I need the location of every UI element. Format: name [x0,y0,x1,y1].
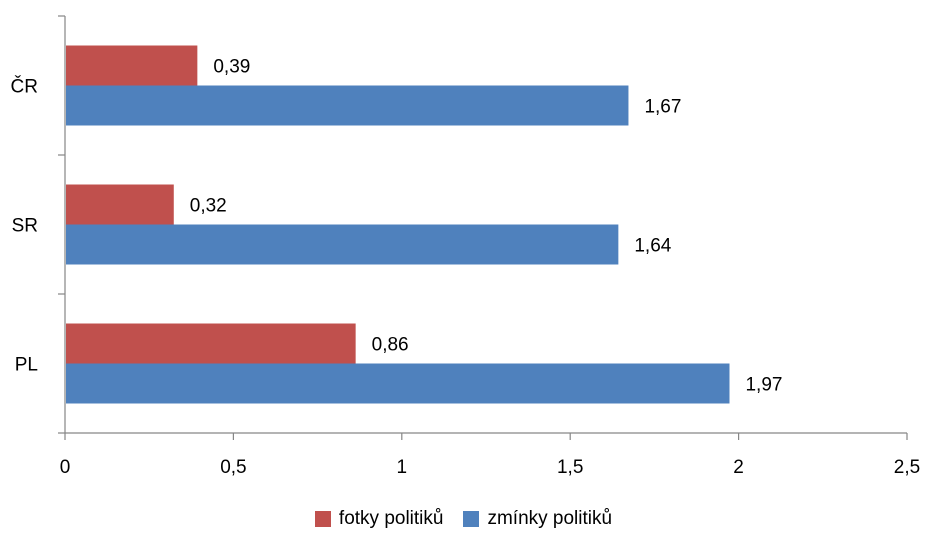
legend-item-fotky: fotky politiků [314,508,444,530]
legend-label-zminky: zmínky politiků [487,508,613,529]
x-tick-label: 0,5 [220,457,246,478]
x-tick-label: 1,5 [557,457,583,478]
legend-swatch-fotky [314,511,331,527]
value-label-ČR-0: 0,39 [213,57,250,78]
axes-group [58,15,908,440]
bar-PL-1 [66,363,730,404]
x-tick-labels-group: 0 0,5 1 1,5 2 2,5 [60,457,921,478]
bar-ČR-0 [66,45,198,86]
bars-group [66,45,730,404]
bar-SR-1 [66,224,619,265]
category-label-PL: PL [15,355,38,376]
category-label-SR: SR [12,216,38,237]
x-tick-label: 1 [397,457,408,478]
bar-PL-0 [66,323,356,364]
legend-swatch-zminky [463,511,480,527]
value-label-ČR-1: 1,67 [644,97,681,118]
legend-label-fotky: fotky politiků [338,508,444,529]
bar-SR-0 [66,184,174,225]
value-label-PL-0: 0,86 [372,335,409,356]
value-label-SR-1: 1,64 [634,236,671,257]
category-label-ČR: ČR [11,76,38,98]
value-label-SR-0: 0,32 [190,196,227,217]
x-tick-label: 0 [60,457,71,478]
bar-chart: 0,39 1,67 0,32 1,64 0,86 1,97 ČR SR PL 0 0,5 1 1,5… [11,15,921,478]
value-label-PL-1: 1,97 [745,375,782,396]
x-tick-label: 2,5 [894,457,920,478]
legend: fotky politiků zmínky politiků [0,508,927,530]
value-labels-group: 0,39 1,67 0,32 1,64 0,86 1,97 [190,57,783,396]
bar-ČR-1 [66,85,629,126]
category-labels-group: ČR SR PL [11,76,38,376]
x-tick-label: 2 [733,457,744,478]
legend-item-zminky: zmínky politiků [463,508,612,530]
